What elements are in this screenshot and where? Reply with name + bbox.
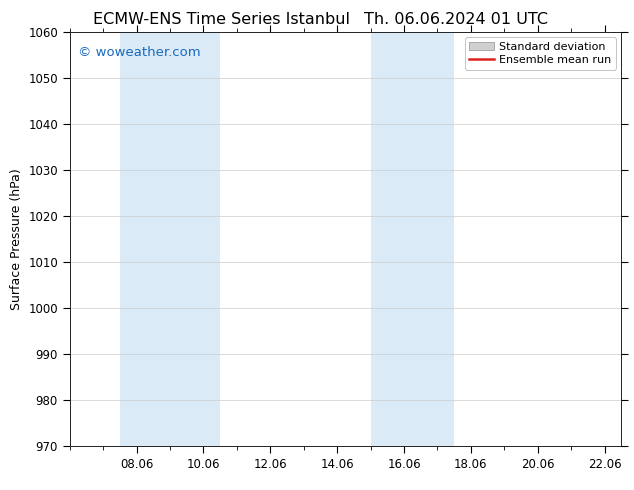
Bar [421,32,454,446]
Text: © woweather.com: © woweather.com [78,47,200,59]
Text: ECMW-ENS Time Series Istanbul: ECMW-ENS Time Series Istanbul [93,12,351,27]
Bar [371,32,421,446]
Text: Th. 06.06.2024 01 UTC: Th. 06.06.2024 01 UTC [365,12,548,27]
Legend: Standard deviation, Ensemble mean run: Standard deviation, Ensemble mean run [465,37,616,70]
Bar [170,32,220,446]
Bar [120,32,170,446]
Y-axis label: Surface Pressure (hPa): Surface Pressure (hPa) [10,168,23,310]
